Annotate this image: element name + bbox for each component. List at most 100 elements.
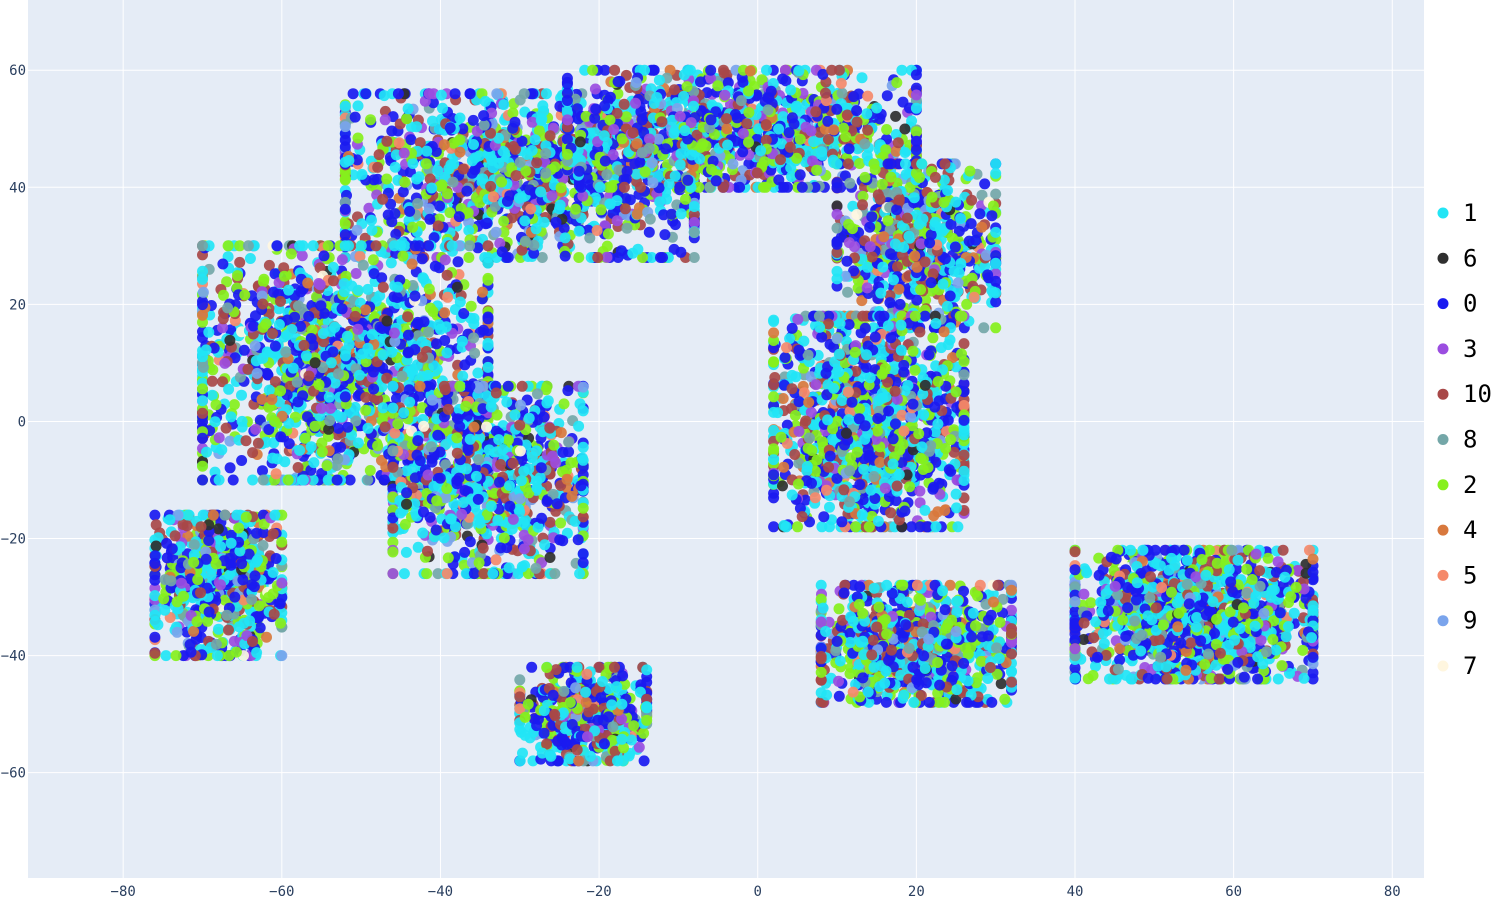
data-point [374,149,385,160]
data-point [197,408,208,419]
data-point [737,146,748,157]
data-point [547,190,558,201]
data-point [197,266,208,277]
data-point [874,113,885,124]
data-point [782,182,793,193]
data-point [340,350,351,361]
data-point [535,186,546,197]
data-point [445,159,456,170]
data-point [197,383,208,394]
data-point [399,148,410,159]
data-point [410,291,421,302]
data-point [631,77,642,88]
data-point [488,191,499,202]
data-point [452,282,463,293]
data-point [310,421,321,432]
data-point [345,475,356,486]
data-point [301,350,312,361]
data-point [669,84,680,95]
data-point [340,174,351,185]
data-point [811,165,822,176]
data-point [483,362,494,373]
data-point [680,125,691,136]
data-point [540,148,551,159]
data-point [755,145,766,156]
data-point [232,270,243,281]
data-point [832,209,843,220]
data-point [362,475,373,486]
data-point [294,240,305,251]
data-point [340,240,351,251]
data-point [258,475,269,486]
data-point [274,319,285,330]
data-point [369,174,380,185]
data-point [721,113,732,124]
data-point [793,65,804,76]
data-point [654,196,665,207]
data-point [389,240,400,251]
data-point [572,103,583,114]
data-point [357,348,368,359]
data-point [455,297,466,308]
data-point [210,416,221,427]
data-point [530,134,541,145]
data-point [283,285,294,296]
data-point [328,346,339,357]
data-point [851,105,862,116]
data-point [214,475,225,486]
data-point [466,301,477,312]
data-point [340,121,351,132]
data-point [424,284,435,295]
data-point [976,222,987,233]
data-point [293,301,304,312]
data-point [295,286,306,297]
data-point [340,157,351,168]
data-point [608,124,619,135]
data-point [911,126,922,137]
data-point [900,158,911,169]
data-point [531,223,542,234]
data-point [784,127,795,138]
data-point [551,217,562,228]
data-point [332,453,343,464]
data-point [236,390,247,401]
data-point [394,137,405,148]
data-point [280,347,291,358]
data-point [367,329,378,340]
data-point [322,460,333,471]
data-point [302,411,313,422]
data-point [647,177,658,188]
data-point [455,113,466,124]
data-point [682,81,693,92]
data-point [372,440,383,451]
data-point [496,177,507,188]
data-point [857,199,868,210]
data-point [406,134,417,145]
data-point [761,119,772,130]
data-point [930,217,941,228]
data-point [831,104,842,115]
data-point [450,88,461,99]
data-point [575,136,586,147]
data-point [315,279,326,290]
data-point [930,172,941,183]
data-point [628,127,639,138]
data-point [605,115,616,126]
data-point [620,203,631,214]
data-point [773,174,784,185]
data-point [885,248,896,259]
data-point [857,72,868,83]
data-point [457,336,468,347]
data-point [432,165,443,176]
data-point [335,442,346,453]
data-point [304,371,315,382]
data-point [891,77,902,88]
data-point [654,75,665,86]
data-point [660,143,671,154]
data-point [649,98,660,109]
data-point [612,215,623,226]
data-point [884,297,895,308]
data-point [607,182,618,193]
data-point [340,204,351,215]
data-point [207,390,218,401]
